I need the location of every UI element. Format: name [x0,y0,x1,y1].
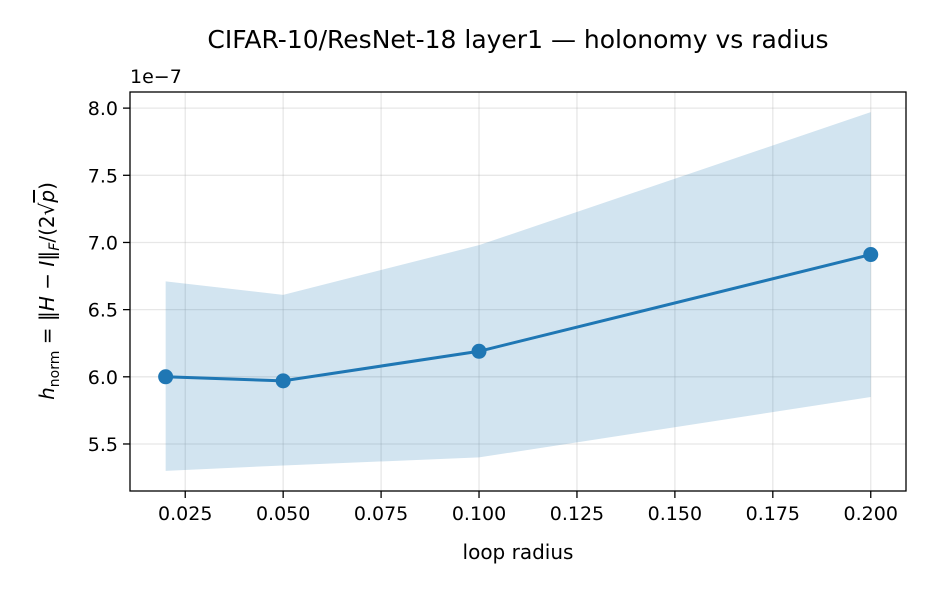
y-tick-label: 7.5 [88,165,118,187]
x-axis-label: loop radius [463,540,574,564]
confidence-band [165,112,871,471]
x-tick-label: 0.025 [158,503,212,525]
x-axis-ticks: 0.025 0.050 0.075 0.100 0.125 0.150 0.175 0.200 [158,491,898,525]
y-tick-label: 5.5 [88,434,118,456]
y-tick-label: 6.0 [88,367,118,389]
x-tick-label: 0.150 [648,503,702,525]
series-line [165,253,872,383]
x-tick-label: 0.175 [746,503,800,525]
grid [130,92,906,491]
chart-title: CIFAR-10/ResNet-18 layer1 — holonomy vs … [207,25,828,54]
y-tick-label: 7.0 [88,232,118,254]
series-line-layer [165,253,872,383]
data-point-layer [158,247,879,389]
x-tick-label: 0.200 [844,503,898,525]
y-axis-label: hnorm = ‖H − I‖F/(2√p) [35,182,63,400]
x-tick-label: 0.075 [354,503,408,525]
x-tick-label: 0.125 [550,503,604,525]
data-point [471,343,487,359]
y-tick-label: 8.0 [88,98,118,120]
y-axis-ticks: 5.5 6.0 6.5 7.0 7.5 8.0 [88,98,130,456]
x-tick-label: 0.050 [256,503,310,525]
plot-frame [129,91,907,492]
data-point [158,369,174,385]
data-point [275,373,291,389]
confidence-band-layer [165,112,871,471]
x-tick-label: 0.100 [452,503,506,525]
y-axis-offset-label: 1e−7 [130,66,182,88]
y-tick-label: 6.5 [88,300,118,322]
data-point [863,247,879,263]
